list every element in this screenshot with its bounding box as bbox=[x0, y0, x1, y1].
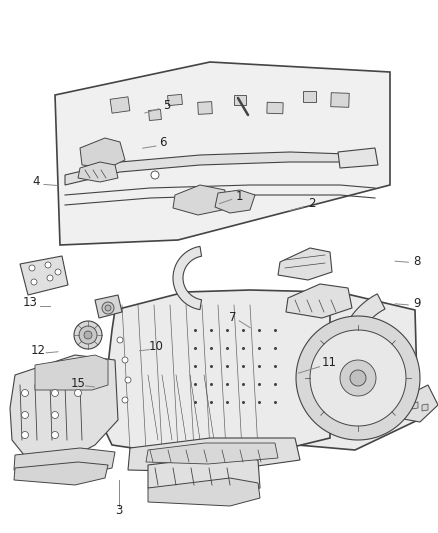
Circle shape bbox=[51, 390, 58, 397]
Text: 15: 15 bbox=[71, 377, 85, 390]
Text: 5: 5 bbox=[163, 99, 170, 112]
Circle shape bbox=[84, 331, 92, 339]
Circle shape bbox=[45, 262, 51, 268]
Circle shape bbox=[31, 279, 37, 285]
Polygon shape bbox=[20, 256, 68, 295]
Text: 3: 3 bbox=[115, 504, 122, 517]
Text: 7: 7 bbox=[228, 311, 236, 324]
Circle shape bbox=[349, 370, 365, 386]
Polygon shape bbox=[55, 62, 389, 245]
Polygon shape bbox=[173, 246, 201, 310]
Text: 12: 12 bbox=[31, 344, 46, 357]
Polygon shape bbox=[397, 385, 437, 422]
Polygon shape bbox=[14, 462, 108, 485]
Polygon shape bbox=[146, 443, 277, 464]
Circle shape bbox=[21, 390, 28, 397]
Polygon shape bbox=[35, 355, 108, 390]
Polygon shape bbox=[303, 91, 316, 101]
Polygon shape bbox=[339, 360, 375, 396]
Polygon shape bbox=[295, 316, 419, 440]
Text: 9: 9 bbox=[412, 297, 420, 310]
Polygon shape bbox=[233, 95, 245, 105]
Text: 4: 4 bbox=[32, 175, 40, 188]
Circle shape bbox=[21, 411, 28, 418]
Polygon shape bbox=[277, 248, 331, 280]
Polygon shape bbox=[14, 448, 115, 475]
Polygon shape bbox=[10, 355, 118, 460]
Polygon shape bbox=[78, 162, 118, 182]
Circle shape bbox=[79, 326, 97, 344]
Polygon shape bbox=[95, 295, 122, 318]
Polygon shape bbox=[285, 284, 351, 318]
Polygon shape bbox=[148, 109, 161, 120]
Polygon shape bbox=[197, 102, 212, 115]
Polygon shape bbox=[65, 152, 374, 185]
Text: 11: 11 bbox=[321, 356, 336, 369]
Circle shape bbox=[125, 377, 131, 383]
Polygon shape bbox=[80, 138, 125, 168]
Text: 10: 10 bbox=[148, 340, 163, 353]
Polygon shape bbox=[337, 148, 377, 168]
Text: 2: 2 bbox=[307, 197, 315, 210]
Polygon shape bbox=[330, 93, 349, 107]
Circle shape bbox=[74, 390, 81, 397]
Text: 8: 8 bbox=[413, 255, 420, 268]
Polygon shape bbox=[401, 400, 407, 407]
Polygon shape bbox=[167, 94, 182, 106]
Circle shape bbox=[151, 171, 159, 179]
Circle shape bbox=[122, 397, 128, 403]
Circle shape bbox=[74, 321, 102, 349]
Polygon shape bbox=[128, 438, 299, 472]
Circle shape bbox=[47, 275, 53, 281]
Polygon shape bbox=[215, 290, 417, 450]
Circle shape bbox=[117, 337, 123, 343]
Circle shape bbox=[21, 432, 28, 439]
Circle shape bbox=[122, 357, 128, 363]
Circle shape bbox=[51, 432, 58, 439]
Polygon shape bbox=[411, 402, 417, 409]
Polygon shape bbox=[148, 455, 259, 498]
Polygon shape bbox=[421, 404, 427, 411]
Text: 13: 13 bbox=[22, 296, 37, 309]
Polygon shape bbox=[173, 185, 225, 215]
Polygon shape bbox=[100, 290, 329, 455]
Polygon shape bbox=[337, 294, 384, 422]
Polygon shape bbox=[148, 478, 259, 506]
Circle shape bbox=[29, 265, 35, 271]
Circle shape bbox=[55, 269, 61, 275]
Text: 1: 1 bbox=[235, 190, 243, 203]
Circle shape bbox=[51, 411, 58, 418]
Circle shape bbox=[102, 302, 114, 314]
Polygon shape bbox=[309, 330, 405, 426]
Text: 6: 6 bbox=[158, 136, 166, 149]
Polygon shape bbox=[266, 102, 283, 114]
Polygon shape bbox=[110, 97, 130, 113]
Circle shape bbox=[105, 305, 111, 311]
Polygon shape bbox=[215, 190, 254, 213]
